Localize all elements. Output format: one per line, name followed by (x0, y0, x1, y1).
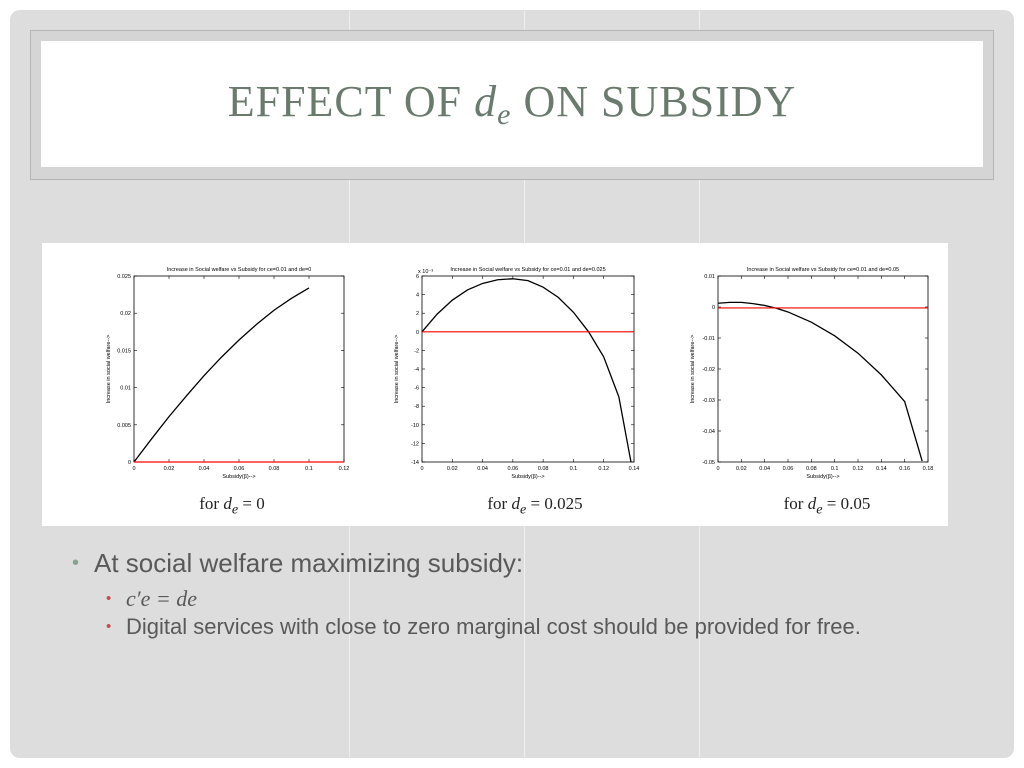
equation-text: c′e = de (126, 586, 197, 611)
x-axis-label: Subsidy(β)--> (806, 474, 839, 480)
bullet-main-text: At social welfare maximizing subsidy: (94, 548, 524, 578)
y-tick-label: -14 (411, 460, 419, 466)
title-frame: EFFECT OF de ON SUBSIDY (30, 30, 994, 180)
y-tick-label: 4 (416, 293, 419, 299)
x-tick-label: 0.02 (736, 466, 747, 472)
x-tick-label: 0.06 (234, 466, 245, 472)
y-tick-label: -6 (414, 386, 419, 392)
y-tick-label: 6 (416, 274, 419, 280)
y-tick-label: -2 (414, 348, 419, 354)
x-tick-label: 0.04 (199, 466, 210, 472)
bullet-sub-1: • c′e = de (72, 588, 972, 610)
welfare-curve (133, 287, 310, 463)
x-tick-label: 0.06 (783, 466, 794, 472)
x-tick-label: 0.1 (831, 466, 839, 472)
chart-1: 0 0.02 0.04 0.06 0.08 0.1 0.12 0 0.005 0.01 0.015 0… (106, 267, 349, 480)
axis-multiplier: x 10⁻³ (418, 269, 433, 275)
y-tick-label: -0.04 (702, 429, 715, 435)
bullet-sub-2-text: Digital services with close to zero marg… (126, 614, 861, 639)
y-tick-label: 0.015 (117, 348, 131, 354)
x-tick-label: 0.04 (477, 466, 488, 472)
y-tick-label: 0 (712, 305, 715, 311)
bullet-dot: • (72, 552, 80, 574)
x-tick-label: 0.06 (507, 466, 518, 472)
y-tick-label: -4 (414, 367, 419, 373)
plot-area (133, 275, 345, 463)
slide-title: EFFECT OF de ON SUBSIDY (228, 76, 797, 132)
y-tick-label: 2 (416, 311, 419, 317)
chart-caption: for de = 0 (199, 494, 265, 518)
x-tick-label: 0 (716, 466, 719, 472)
chart-2: 0 0.02 0.04 0.06 0.08 0.1 0.12 0.14 -14 -12 -10 -8 -… (394, 267, 639, 480)
x-tick-label: 0.12 (853, 466, 864, 472)
y-tick-label: -0.01 (702, 336, 715, 342)
x-tick-label: 0.1 (305, 466, 313, 472)
y-tick-label: -0.05 (702, 460, 715, 466)
title-suffix: ON SUBSIDY (523, 77, 797, 126)
bullet-sub-2: • Digital services with close to zero ma… (72, 616, 972, 638)
plot-area (717, 275, 929, 463)
y-axis-label: Increase in social welfare--> (106, 335, 112, 404)
bullet-dot: • (106, 590, 112, 607)
y-tick-label: 0.025 (117, 274, 131, 280)
x-axis-label: Subsidy(β)--> (222, 474, 255, 480)
x-tick-label: 0.18 (923, 466, 934, 472)
x-tick-label: 0.12 (598, 466, 609, 472)
y-tick-label: -0.03 (702, 398, 715, 404)
x-tick-label: 0.1 (570, 466, 578, 472)
slide: EFFECT OF de ON SUBSIDY 0 0.02 0.04 0.06 0.0… (10, 10, 1014, 758)
x-tick-label: 0.04 (759, 466, 770, 472)
chart-title: Increase in Social welfare vs Subsidy fo… (450, 267, 605, 273)
bullet-list: • At social welfare maximizing subsidy: … (72, 548, 972, 638)
x-axis-label: Subsidy(β)--> (511, 474, 544, 480)
y-tick-label: 0.01 (120, 386, 131, 392)
x-tick-label: 0.08 (269, 466, 280, 472)
x-tick-label: 0.02 (164, 466, 175, 472)
chart-title: Increase in Social welfare vs Subsidy fo… (167, 267, 312, 273)
x-tick-label: 0.14 (629, 466, 640, 472)
x-tick-label: 0.16 (899, 466, 910, 472)
y-tick-label: 0.02 (120, 311, 131, 317)
x-tick-label: 0.08 (538, 466, 549, 472)
y-tick-label: -8 (414, 404, 419, 410)
charts-figure: 0 0.02 0.04 0.06 0.08 0.1 0.12 0 0.005 0.01 0.015 0… (42, 243, 948, 526)
x-tick-label: 0.02 (447, 466, 458, 472)
welfare-curve (421, 278, 632, 463)
x-tick-label: 0 (132, 466, 135, 472)
y-tick-label: 0 (416, 330, 419, 336)
y-tick-label: 0.01 (704, 274, 715, 280)
y-axis-label: Increase in social welfare--> (394, 335, 400, 404)
y-tick-label: 0.005 (117, 423, 131, 429)
y-tick-label: 0 (128, 460, 131, 466)
x-tick-label: 0.08 (806, 466, 817, 472)
y-tick-label: -12 (411, 441, 419, 447)
bullet-dot: • (106, 618, 112, 635)
title-box: EFFECT OF de ON SUBSIDY (41, 41, 983, 167)
y-tick-label: -10 (411, 423, 419, 429)
x-tick-label: 0.12 (339, 466, 350, 472)
chart-title: Increase in Social welfare vs Subsidy fo… (747, 267, 899, 273)
chart-caption: for de = 0.025 (487, 494, 583, 518)
chart-caption: for de = 0.05 (783, 494, 871, 518)
x-tick-label: 0 (420, 466, 423, 472)
title-prefix: EFFECT OF (227, 77, 463, 126)
x-tick-label: 0.14 (876, 466, 887, 472)
y-axis-label: Increase in social welfare--> (690, 335, 696, 404)
title-variable: de (474, 77, 512, 131)
welfare-curve (717, 301, 923, 462)
plot-area (421, 275, 635, 463)
chart-3: 0 0.02 0.04 0.06 0.08 0.1 0.12 0.14 0.16 0.18 -0.0… (690, 267, 933, 480)
y-tick-label: -0.02 (702, 367, 715, 373)
bullet-main: • At social welfare maximizing subsidy: (72, 548, 972, 578)
charts-svg: 0 0.02 0.04 0.06 0.08 0.1 0.1200.0050.010.0150… (106, 267, 933, 480)
